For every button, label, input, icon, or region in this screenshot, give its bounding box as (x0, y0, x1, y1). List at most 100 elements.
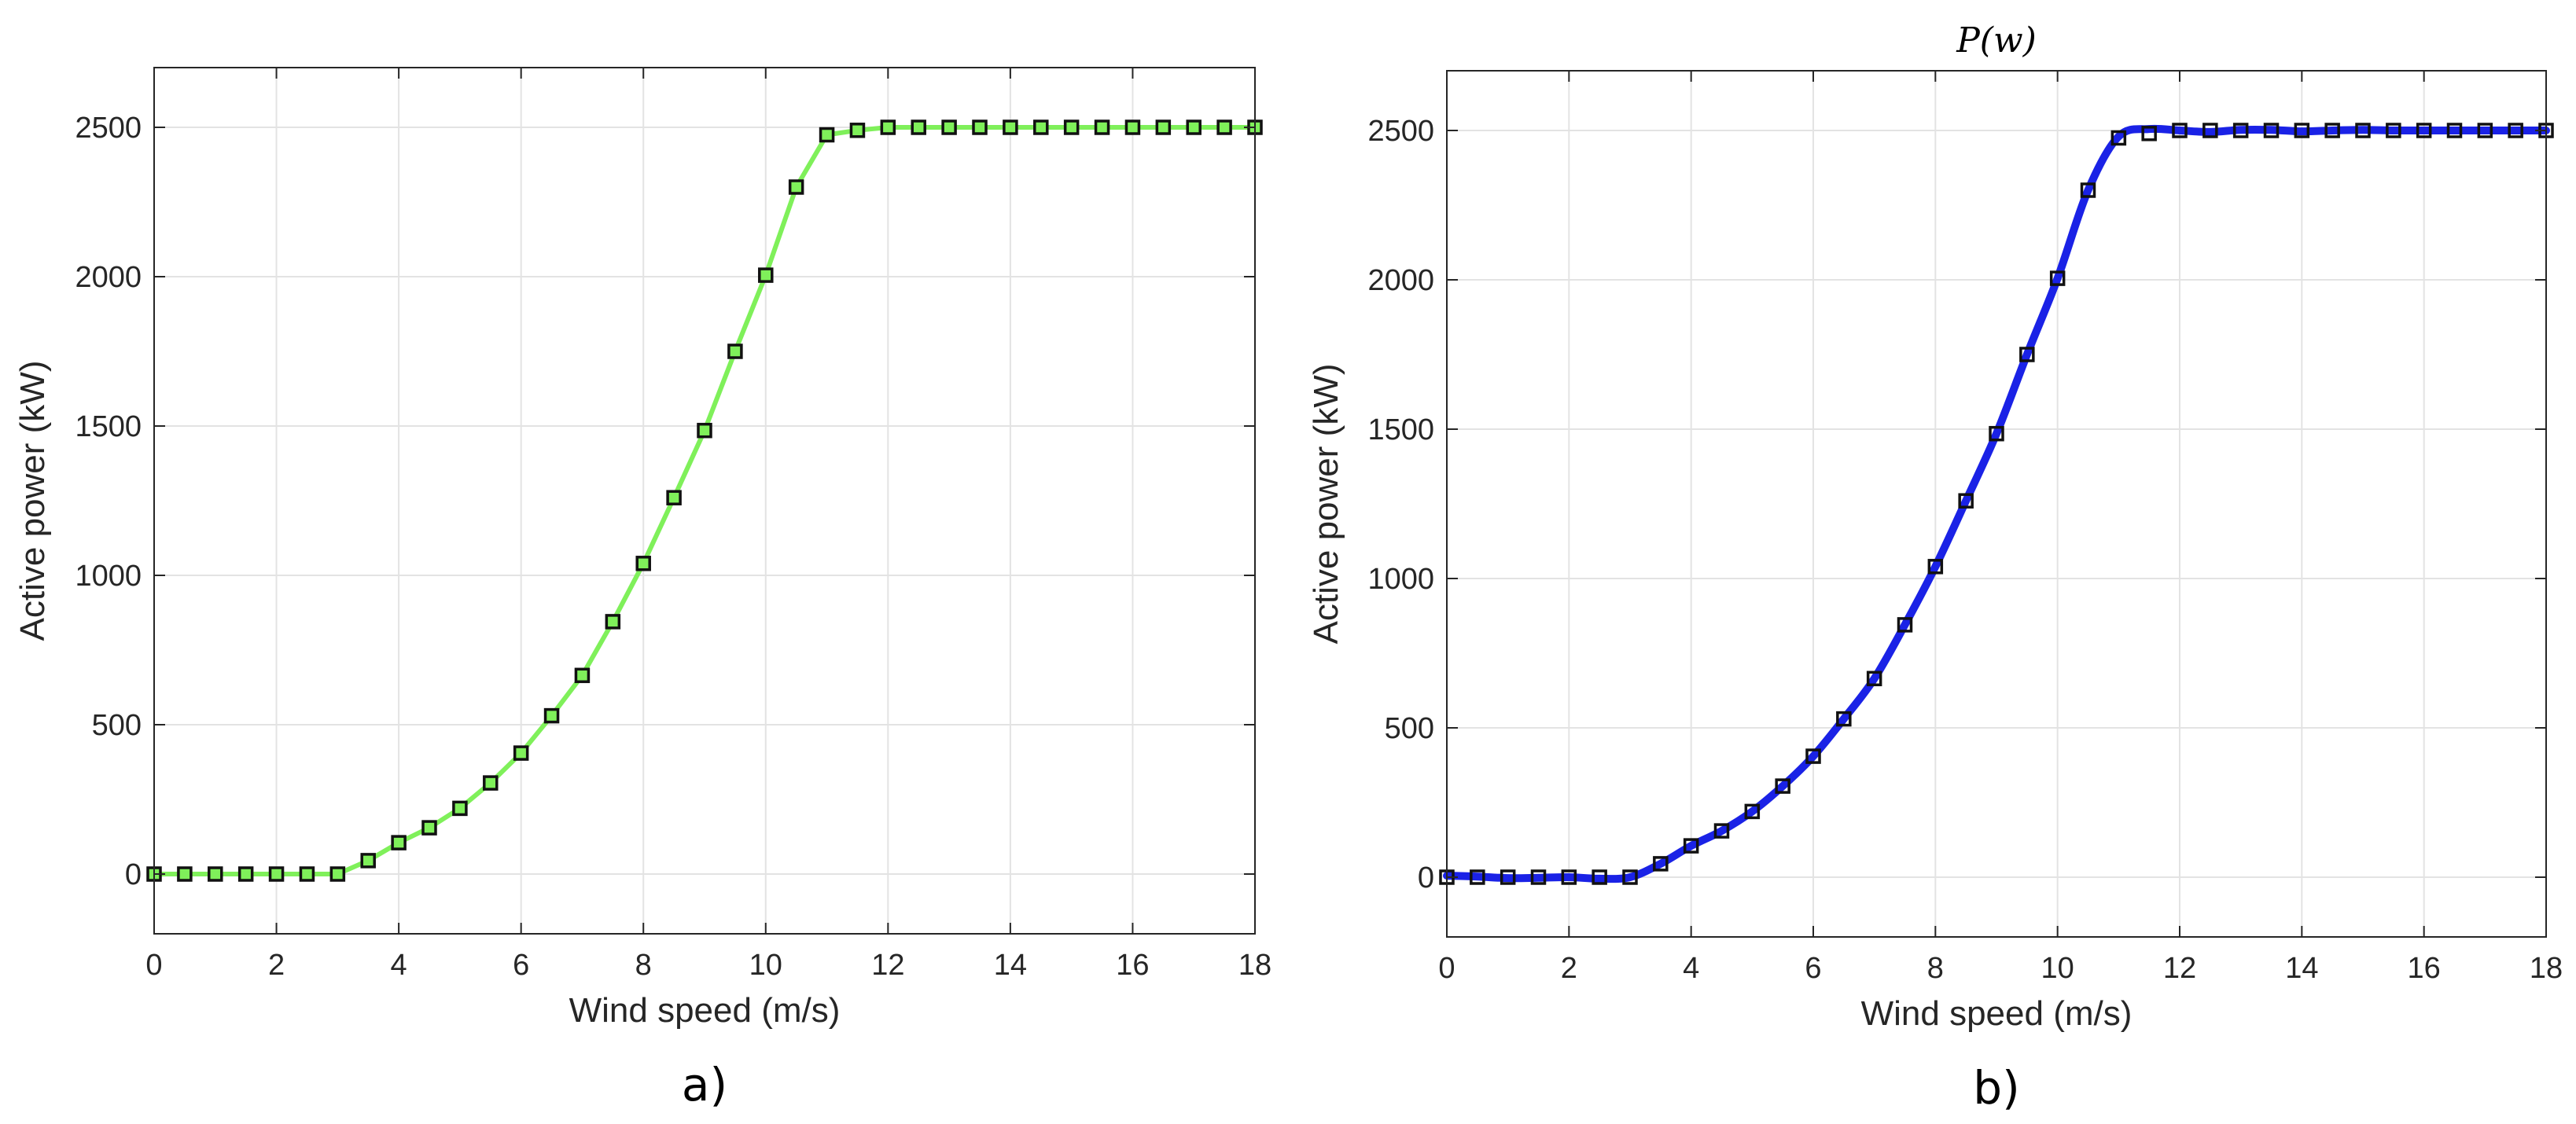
x-tick-label: 4 (391, 949, 407, 982)
data-point (2019, 347, 2035, 362)
data-point (1003, 119, 1018, 135)
x-tick-label: 16 (2408, 952, 2441, 985)
x-tick-label: 16 (1116, 949, 1149, 982)
y-tick-label: 0 (1418, 861, 1434, 894)
x-tick-label: 12 (871, 949, 904, 982)
data-point (1866, 670, 1882, 687)
data-point (1592, 869, 1607, 885)
data-point (1897, 617, 1913, 633)
data-point (1805, 748, 1821, 764)
data-point (2141, 126, 2157, 141)
data-point (727, 343, 743, 359)
series-0 (1443, 124, 2550, 883)
data-point (329, 866, 346, 882)
data-point (605, 614, 621, 630)
x-tick-label: 4 (1683, 952, 1699, 985)
panel-label: a) (682, 1058, 727, 1111)
data-point (1216, 119, 1232, 135)
data-point (911, 119, 926, 135)
series-line (154, 125, 1255, 876)
data-point (2446, 123, 2463, 138)
x-tick-label: 18 (1238, 949, 1271, 982)
y-tick-label: 1000 (75, 560, 142, 593)
data-point (1683, 838, 1699, 854)
data-point (1033, 119, 1049, 135)
data-point (2049, 270, 2066, 286)
data-point (1470, 869, 1485, 885)
data-point (1713, 823, 1730, 839)
x-tick-label: 2 (268, 949, 285, 982)
y-axis-label: Active power (kW) (1307, 364, 1345, 645)
data-point (299, 866, 315, 882)
y-tick-label: 500 (1385, 712, 1434, 745)
x-tick-label: 2 (1561, 952, 1577, 985)
chart-panel-a: 0 2 4 6 8 10 12 14 16 18 0 500 1000 1500 2000 2500 Wind … (13, 67, 1271, 1111)
x-tick-label: 0 (145, 949, 162, 982)
data-point (666, 490, 682, 505)
series-1 (1439, 123, 2554, 885)
data-point (1186, 119, 1202, 135)
data-point (1775, 778, 1790, 794)
data-point (1989, 425, 2004, 442)
data-point (2172, 123, 2188, 138)
x-tick-label: 6 (1805, 952, 1821, 985)
data-point (268, 866, 285, 882)
y-tick-label: 2500 (1367, 115, 1434, 148)
data-point (177, 866, 193, 882)
y-tick-label: 1500 (1367, 413, 1434, 446)
data-point (2110, 130, 2127, 146)
data-point (758, 267, 774, 283)
data-point (1653, 856, 1669, 872)
data-point (1958, 493, 1974, 509)
data-point (574, 667, 591, 684)
panel-label: b) (1973, 1061, 2019, 1115)
plot-title: P(w) (1956, 20, 2037, 61)
data-point (1094, 119, 1110, 135)
chart-panel-b: 0 2 4 6 8 10 12 14 16 18 0 500 1000 1500 2000 2500 Wind … (1307, 20, 2563, 1115)
data-point (1927, 559, 1944, 575)
data-point (849, 123, 866, 138)
data-point (1530, 869, 1547, 885)
x-tick-label: 10 (749, 949, 782, 982)
data-point (2232, 123, 2249, 138)
y-tick-label: 500 (92, 709, 142, 742)
data-point (1836, 711, 1852, 727)
data-point (2477, 123, 2493, 138)
data-point (1744, 803, 1761, 820)
data-point (697, 422, 712, 439)
data-point (2386, 123, 2401, 138)
data-point (1622, 869, 1638, 885)
y-tick-label: 2000 (1367, 264, 1434, 297)
x-axis-label: Wind speed (m/s) (1861, 994, 2133, 1033)
data-point (2294, 123, 2310, 138)
data-point (788, 179, 804, 195)
y-tick-label: 2500 (75, 112, 142, 145)
x-tick-label: 10 (2041, 952, 2074, 985)
data-point (1063, 119, 1080, 135)
data-point (819, 127, 835, 143)
data-point (1561, 869, 1577, 885)
axes-box (153, 67, 1256, 935)
data-point (2508, 123, 2523, 138)
data-point (543, 707, 560, 724)
x-tick-label: 8 (635, 949, 652, 982)
data-point (2202, 123, 2218, 138)
data-point (237, 866, 254, 882)
x-axis-label: Wind speed (m/s) (569, 991, 841, 1030)
data-point (2416, 123, 2432, 138)
data-point (208, 866, 223, 882)
series-line (1443, 124, 2550, 883)
data-point (2355, 123, 2371, 138)
x-tick-label: 0 (1438, 952, 1455, 985)
data-point (1500, 869, 1516, 885)
data-point (1124, 119, 1141, 135)
data-point (2263, 123, 2280, 138)
data-point (1155, 119, 1172, 135)
y-tick-label: 0 (125, 858, 142, 891)
x-tick-label: 8 (1927, 952, 1944, 985)
x-tick-label: 14 (994, 949, 1027, 982)
data-point (2324, 123, 2340, 138)
data-point (513, 745, 529, 761)
x-tick-label: 6 (513, 949, 529, 982)
